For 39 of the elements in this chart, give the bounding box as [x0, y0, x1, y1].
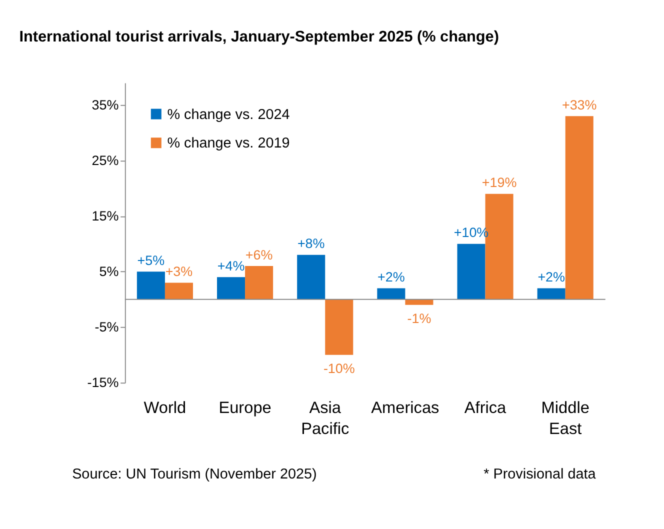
legend-label: % change vs. 2019 [167, 136, 290, 152]
data-label: +19% [482, 175, 517, 190]
y-tick-label: -15% [87, 374, 119, 390]
data-label: -1% [407, 311, 432, 326]
source-note: Source: UN Tourism (November 2025) [72, 466, 317, 483]
y-tick-label: -5% [94, 319, 119, 334]
chart-title: International tourist arrivals, January-September 2025 (% change) [19, 28, 499, 46]
y-tick-label: 25% [92, 152, 119, 168]
bar [457, 244, 486, 300]
bar [405, 299, 434, 305]
y-tick-label: 35% [92, 97, 119, 112]
bar [217, 277, 246, 300]
data-label: +5% [137, 252, 165, 268]
x-tick-label: Europe [218, 398, 272, 417]
y-tick-label: 15% [92, 208, 119, 224]
data-label: +2% [378, 270, 405, 285]
x-tick-label: World [144, 398, 186, 417]
bar [325, 299, 354, 355]
data-label: +33% [562, 97, 597, 112]
data-label: -10% [323, 361, 355, 376]
x-tick-label: Middle East [541, 398, 590, 438]
bar [245, 266, 274, 300]
legend-label: % change vs. 2024 [167, 106, 290, 123]
data-label: +2% [538, 270, 566, 285]
x-tick-label: Africa [464, 398, 508, 417]
bar [136, 272, 165, 300]
bar [297, 254, 326, 300]
bar [377, 288, 406, 300]
data-label: +6% [245, 247, 273, 262]
x-tick-label: Asia Pacific [301, 398, 350, 438]
text: * Provisional data [484, 466, 597, 483]
data-label: +4% [217, 258, 245, 274]
bar [164, 282, 193, 300]
x-tick-label: Americas [371, 398, 440, 417]
bar [537, 288, 566, 300]
data-label: +3% [165, 264, 193, 279]
bar [565, 116, 594, 300]
data-label: +8% [297, 236, 325, 252]
y-tick-label: 5% [99, 264, 119, 279]
